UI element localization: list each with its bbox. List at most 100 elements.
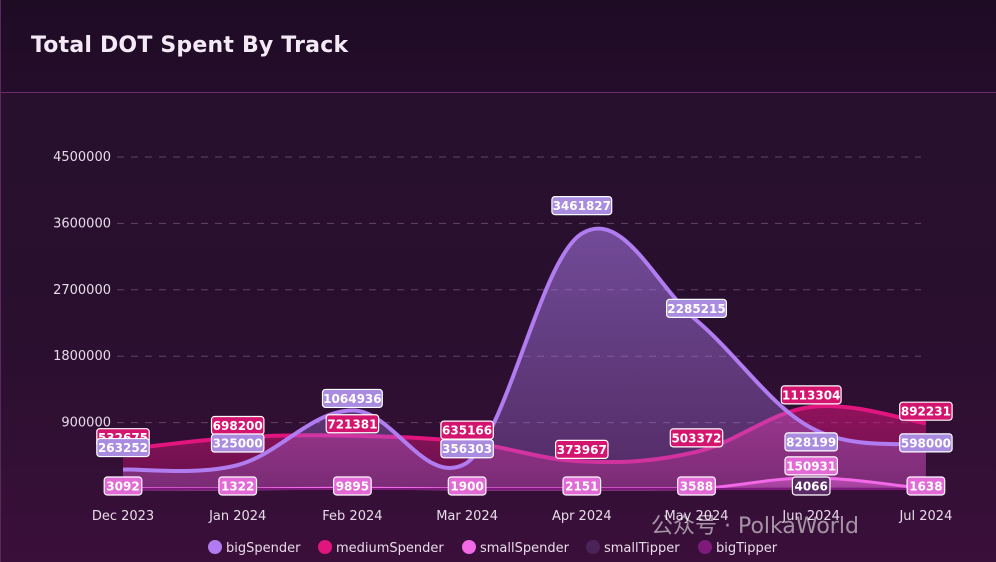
data-label-text: 598000 (901, 436, 951, 450)
data-label-smallSpender: 2151 (562, 476, 602, 496)
data-label-bigSpender: 325000 (210, 433, 265, 453)
data-label-text: 3461827 (553, 199, 611, 213)
data-label-text: 3588 (680, 480, 713, 494)
data-label-box (780, 385, 842, 405)
x-tick-label: Jan 2024 (208, 509, 266, 524)
data-label-box (677, 476, 716, 496)
data-label-text: 9895 (336, 480, 369, 494)
y-tick-label: 900000 (61, 416, 111, 431)
x-tick-label: Dec 2023 (92, 509, 154, 524)
data-label-mediumSpender: 1113304 (780, 385, 842, 405)
x-tick-label: Feb 2024 (322, 509, 382, 524)
legend-label: bigSpender (226, 541, 301, 556)
x-tick-label: Jul 2024 (898, 509, 952, 524)
x-tick-label: Mar 2024 (436, 509, 498, 524)
data-label-bigSpender: 263252 (96, 437, 150, 458)
data-label-text: 2285215 (667, 302, 725, 316)
y-tick-label: 3600000 (53, 216, 111, 231)
x-tick-label: Apr 2024 (552, 509, 612, 524)
data-label-bigSpender: 356303 (440, 439, 494, 459)
line-bigSpender (122, 226, 927, 474)
legend-swatch (698, 540, 712, 554)
data-label-box (906, 476, 946, 496)
legend-label: bigTipper (716, 541, 778, 556)
data-label-text: 325000 (213, 437, 263, 451)
data-label-text: 1900 (450, 480, 483, 494)
data-label-box (96, 437, 150, 458)
data-label-text: 1638 (909, 480, 942, 494)
data-label-bigSpender: 828199 (784, 432, 839, 452)
y-tick-label: 4500000 (53, 150, 111, 165)
x-tick-label: Jun 2024 (781, 509, 840, 524)
data-label-mediumSpender: 373967 (554, 439, 609, 460)
data-label-box (899, 401, 953, 421)
data-label-text: 892231 (901, 405, 951, 419)
data-label-text: 263252 (98, 441, 148, 455)
data-label-text: 373967 (557, 443, 607, 457)
data-label-text: 721381 (327, 417, 377, 431)
data-label-box (447, 476, 487, 496)
chart-title: Total DOT Spent By Track (31, 33, 349, 58)
legend-swatch (208, 540, 222, 554)
data-label-mediumSpender: 892231 (899, 401, 953, 421)
data-label-box (333, 476, 372, 496)
data-label-smallSpender: 3092 (103, 476, 143, 496)
data-label-box (562, 476, 602, 496)
card-header: Total DOT Spent By Track (1, 0, 996, 93)
data-label-bigSpender: 3461827 (551, 195, 613, 216)
data-label-box (554, 439, 609, 460)
data-label-mediumSpender: 698200 (210, 415, 265, 436)
legend-swatch (462, 540, 476, 554)
watermark: 公众号 · PolkaWorld (651, 514, 859, 539)
data-label-box (325, 414, 380, 434)
data-label-box (218, 476, 258, 496)
data-label-smallSpender: 1900 (447, 476, 487, 496)
legend-swatch (318, 540, 332, 554)
y-tick-label: 1800000 (53, 349, 111, 364)
data-label-bigSpender: 1064936 (321, 388, 383, 409)
data-label-box (551, 195, 613, 216)
data-label-text: 1113304 (782, 388, 840, 402)
y-tick-label: 2700000 (53, 283, 111, 298)
legend-swatch (586, 540, 600, 554)
data-label-text: 1322 (221, 480, 254, 494)
data-label-text: 3092 (106, 480, 139, 494)
data-label-text: 503372 (671, 431, 721, 445)
data-label-mediumSpender: 503372 (669, 428, 724, 448)
data-label-box (784, 456, 839, 476)
legend-label: smallTipper (604, 541, 680, 556)
data-label-smallSpender: 1638 (906, 476, 946, 496)
data-label-box (669, 428, 724, 448)
data-label-box (791, 476, 831, 496)
area-bigSpender (123, 228, 926, 490)
data-label-box (899, 433, 953, 453)
data-label-box (784, 432, 839, 452)
data-label-text: 2151 (565, 480, 598, 494)
data-label-smallSpender: 1322 (218, 476, 258, 496)
data-label-text: 698200 (213, 419, 263, 433)
data-label-box (665, 298, 727, 319)
data-label-bigSpender: 2285215 (665, 298, 727, 319)
data-label-smallSpender: 150931 (784, 456, 839, 476)
data-label-smallSpender: 9895 (333, 476, 372, 496)
x-tick-label: May 2024 (664, 509, 728, 524)
data-label-text: 4066 (794, 480, 827, 494)
data-label-box (210, 433, 265, 453)
legend-label: smallSpender (480, 541, 570, 556)
data-label-smallSpender: 3588 (677, 476, 716, 496)
legend-label: mediumSpender (336, 541, 444, 556)
data-label-text: 1064936 (323, 392, 381, 406)
data-label-text: 828199 (786, 435, 836, 449)
data-label-mediumSpender: 721381 (325, 414, 380, 434)
data-label-mediumSpender: 635166 (440, 420, 494, 440)
data-label-box (321, 388, 383, 409)
data-label-box (103, 476, 143, 496)
data-label-bigSpender: 598000 (899, 433, 953, 453)
data-label-text: 150931 (786, 459, 836, 473)
data-label-box (440, 439, 494, 459)
data-label-text: 356303 (442, 442, 492, 456)
data-label-text: 635166 (442, 424, 492, 438)
data-label-smallTipper: 4066 (791, 476, 831, 496)
